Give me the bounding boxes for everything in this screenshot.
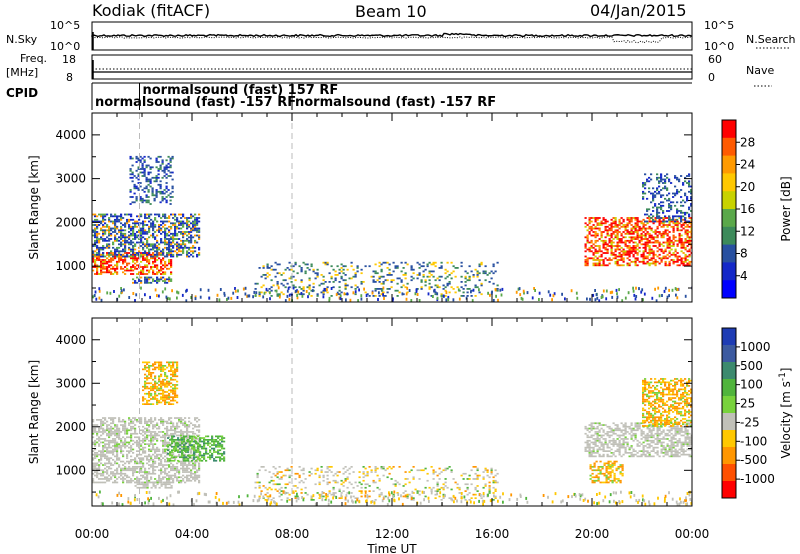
y-axis-title: Slant Range [km]: [27, 155, 41, 259]
colorbar-tick-label: 8: [740, 247, 748, 261]
noise-right-tick-top: 10^5: [704, 19, 734, 32]
date-title: 04/Jan/2015: [590, 1, 687, 20]
beam-title: Beam 10: [355, 2, 427, 21]
noise-right-tick-bottom: 10^0: [704, 40, 734, 53]
colorbar-tick-label: -500: [740, 453, 767, 467]
colorbar-swatch: [722, 137, 736, 157]
time-axis: 00:00 04:00 08:00 12:00 16:00 20:00 00:00: [75, 527, 710, 541]
colorbar-swatch: [722, 280, 736, 299]
power-panel: 1000 2000 3000 4000 Slant Range [km]: [27, 112, 693, 303]
noise-search-trace: [91, 36, 693, 44]
colorbar-swatch: [722, 362, 736, 380]
freq-label-line1: Freq.: [20, 52, 47, 65]
colorbar-tick-label: 12: [740, 224, 755, 238]
colorbar-swatch: [722, 155, 736, 174]
cpid-entry: normalsound (fast) -157 RF: [95, 95, 296, 110]
colorbar-swatch: [722, 396, 736, 414]
x-tick-label: 00:00: [75, 527, 110, 541]
x-tick-label: 08:00: [275, 527, 310, 541]
noise-traces: [91, 32, 693, 50]
noise-left-tick-bottom: 10^0: [50, 40, 80, 53]
noise-sky-trace: [91, 32, 693, 38]
colorbar-swatch: [722, 173, 736, 192]
noise-left-label: N.Sky: [6, 33, 38, 46]
freq-label-line2: [MHz]: [6, 66, 38, 79]
freq-left-tick-bottom: 8: [66, 71, 73, 84]
colorbar-swatch: [722, 379, 736, 397]
x-tick-label: 00:00: [675, 527, 710, 541]
colorbar-swatch: [722, 430, 736, 448]
data-cells: [92, 155, 692, 302]
station-title: Kodiak (fitACF): [92, 1, 210, 20]
colorbar-tick-label: 28: [740, 135, 755, 149]
nave-label: Nave: [746, 64, 774, 77]
colorbar-tick-label: 24: [740, 158, 755, 172]
y-tick-label: 3000: [55, 376, 86, 390]
y-tick-label: 1000: [55, 463, 86, 477]
colorbar-tick-label: 500: [740, 359, 763, 373]
y-tick-label: 2000: [55, 215, 86, 229]
x-tick-label: 16:00: [475, 527, 510, 541]
cpid-label: CPID: [6, 86, 38, 100]
noise-right-label: N.Search: [746, 33, 796, 46]
y-tick-label: 4000: [55, 128, 86, 142]
cpid-entry: normalsound (fast) 157 RF: [143, 83, 339, 98]
y-tick-label: 4000: [55, 333, 86, 347]
colorbar-swatch: [722, 447, 736, 465]
colorbar-tick-label: 16: [740, 202, 755, 216]
panel-frame: [91, 112, 693, 303]
noise-left-tick-top: 10^5: [50, 19, 80, 32]
colorbar-tick-label: -1000: [740, 472, 775, 486]
x-tick-label: 20:00: [575, 527, 610, 541]
colorbar-tick-label: 4: [740, 269, 748, 283]
freq-traces: [92, 60, 692, 79]
colorbar-tick-label: 100: [740, 378, 763, 392]
cpid-entry: normalsound (fast) -157 RF: [295, 95, 496, 110]
y-tick-label: 1000: [55, 259, 86, 273]
colorbar-swatch: [722, 262, 736, 281]
y-axis-title: Slant Range [km]: [27, 360, 41, 464]
colorbar-frame: [721, 327, 737, 499]
y-tick-label: 2000: [55, 420, 86, 434]
colorbar-title: Power [dB]: [779, 176, 793, 241]
data-cells: [92, 361, 692, 506]
x-tick-label: 12:00: [375, 527, 410, 541]
colorbar-tick-label: 25: [740, 397, 755, 411]
colorbar-swatch: [722, 191, 736, 210]
y-tick-label: 3000: [55, 172, 86, 186]
colorbar-swatch: [722, 226, 736, 246]
freq-right-tick-bottom: 0: [708, 71, 715, 84]
colorbar-swatch: [722, 120, 736, 139]
power-colorbar: 28 24 20 16 12 8 4 Power [dB]: [721, 119, 793, 299]
velocity-panel: 1000 2000 3000 4000 Slant Range [km]: [27, 317, 693, 507]
colorbar-swatch: [722, 464, 736, 482]
x-tick-label: 04:00: [175, 527, 210, 541]
freq-right-tick-top: 60: [708, 53, 722, 66]
freq-left-tick-top: 18: [62, 53, 76, 66]
colorbar-swatch: [722, 209, 736, 228]
colorbar-swatch: [722, 481, 736, 499]
colorbar-title: Velocity [m s-1]: [778, 368, 793, 459]
colorbar-swatch: [722, 345, 736, 363]
colorbar-swatch: [722, 244, 736, 263]
x-axis-title: Time UT: [366, 542, 417, 554]
freq-panel-frame: [91, 54, 693, 80]
colorbar-tick-label: 1000: [740, 340, 771, 354]
colorbar-swatch: [722, 328, 736, 346]
colorbar-swatch: [722, 413, 736, 431]
colorbar-tick-label: -100: [740, 434, 767, 448]
colorbar-tick-label: 20: [740, 180, 755, 194]
colorbar-tick-label: -25: [740, 415, 760, 429]
